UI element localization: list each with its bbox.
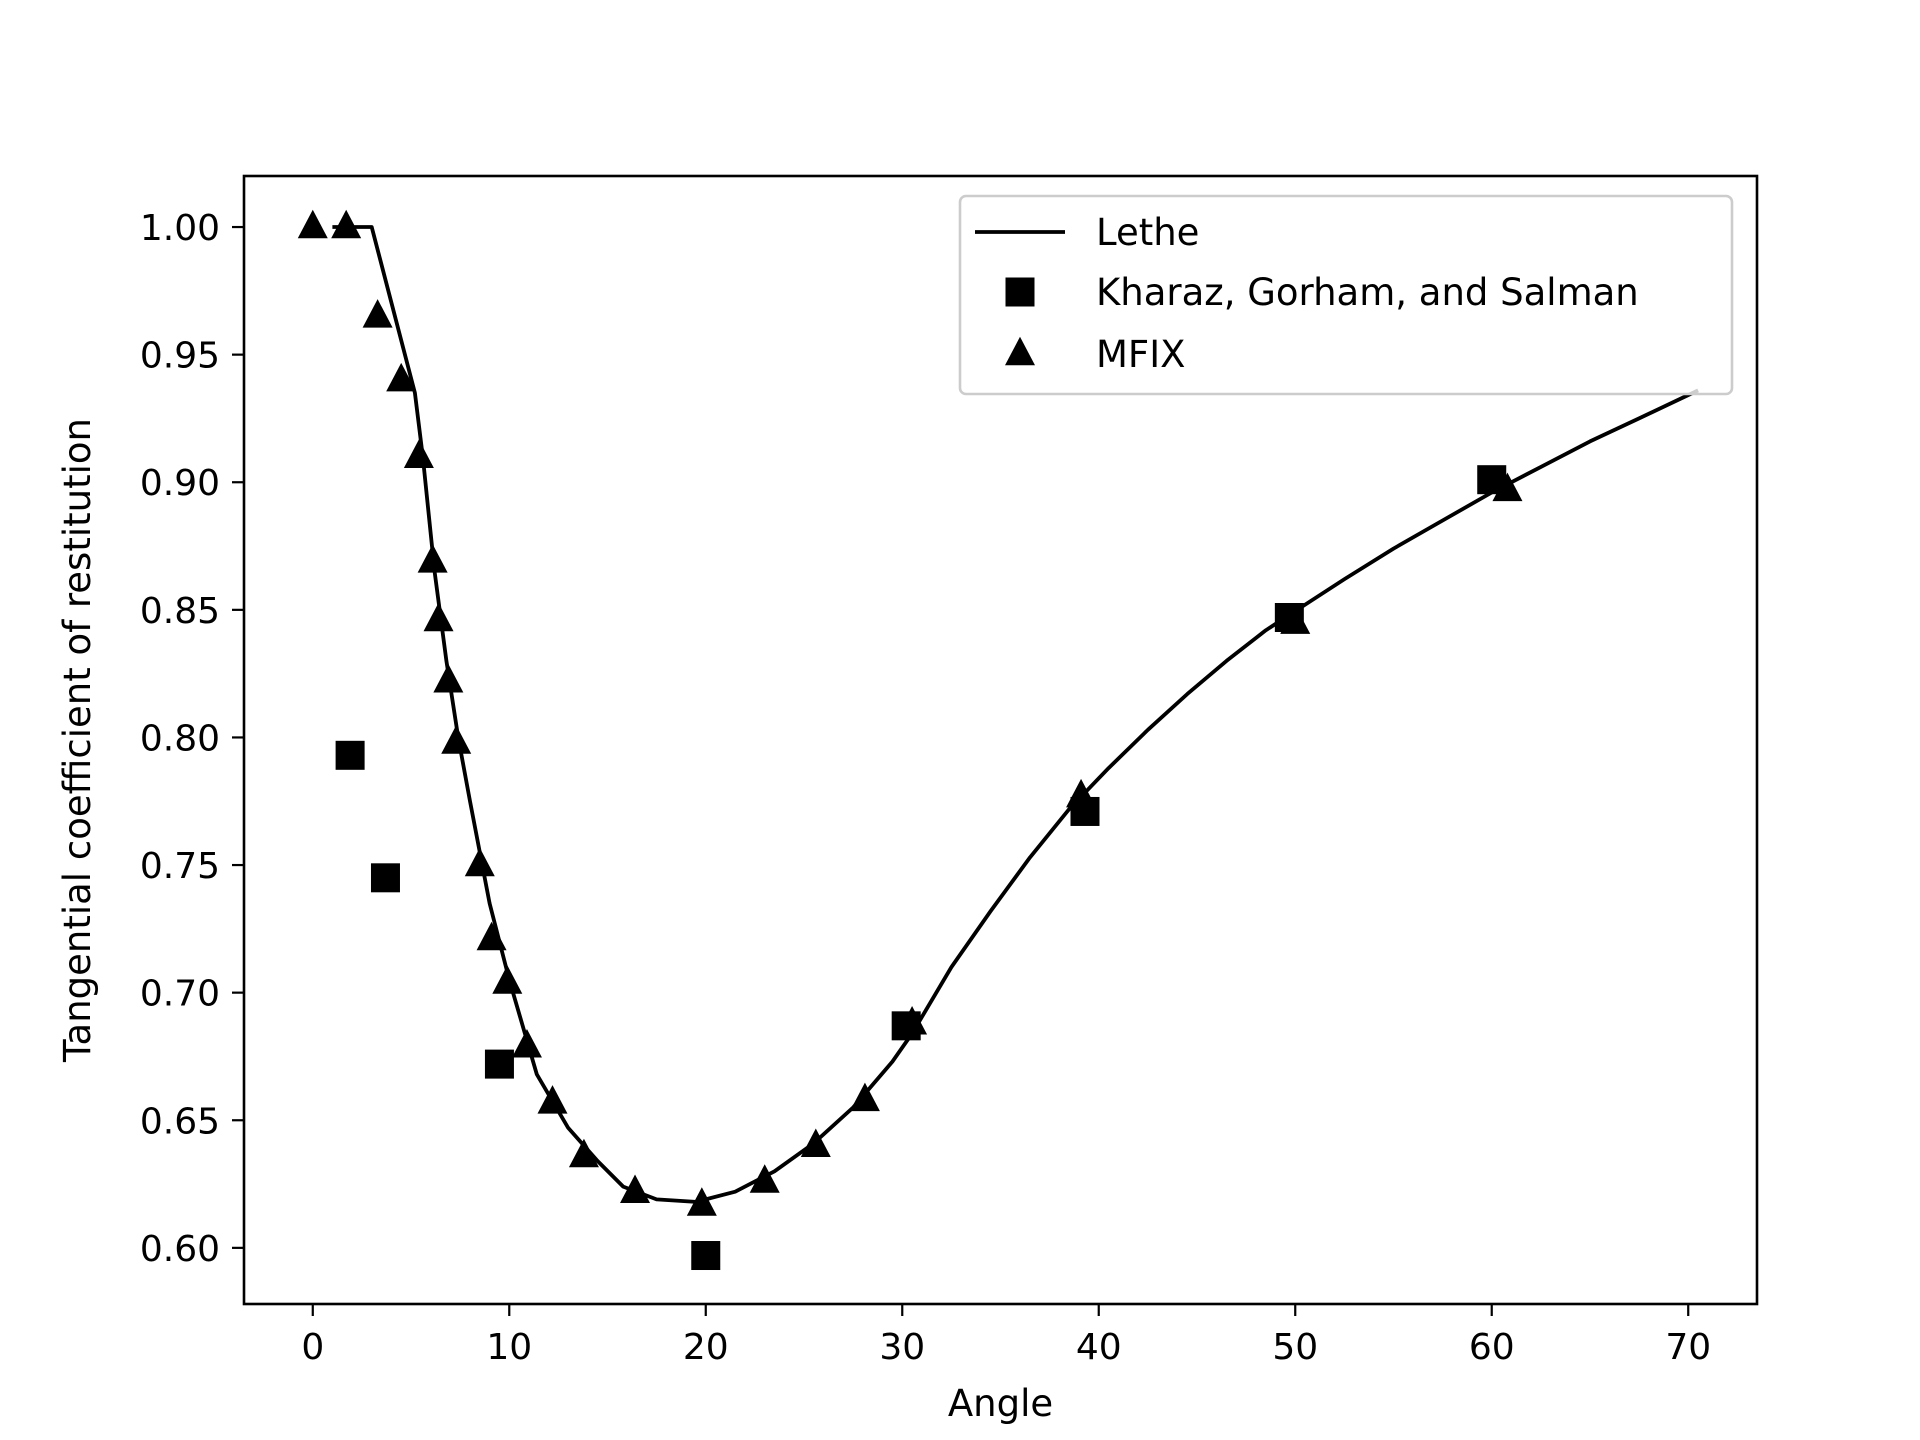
legend-square-swatch [1005, 277, 1035, 307]
mfix-point [386, 362, 417, 392]
kharaz-point [484, 1049, 514, 1079]
legend-item: Lethe [975, 211, 1199, 254]
mfix-point [331, 209, 362, 239]
mfix-point [511, 1028, 542, 1058]
mfix-point [537, 1085, 568, 1114]
x-tick-label: 0 [301, 1327, 324, 1368]
lethe-line [332, 225, 1699, 1204]
x-tick-label: 70 [1665, 1327, 1711, 1368]
legend-item: MFIX [1005, 333, 1185, 376]
y-tick-label: 0.65 [140, 1101, 220, 1142]
x-tick-label: 50 [1272, 1327, 1318, 1368]
mfix-point [492, 965, 523, 994]
mfix-point [1066, 778, 1097, 808]
x-tick-label: 30 [879, 1327, 925, 1368]
ticks-layer: 0 10 20 30 40 50 60 70 0.60 0.65 0.70 0.75 0.80 0.85 0… [140, 208, 1711, 1368]
mfix-point [297, 209, 328, 239]
mfix-point [1492, 472, 1523, 502]
x-tick-label: 10 [486, 1327, 532, 1368]
legend-label: Lethe [1096, 211, 1199, 254]
y-tick-label: 0.90 [140, 463, 220, 504]
legend: Lethe Kharaz, Gorham, and Salman MFIX [958, 194, 1734, 396]
x-tick-label: 40 [1076, 1327, 1122, 1368]
series-triangle [297, 209, 1523, 1216]
mfix-point [1280, 605, 1311, 634]
legend-triangle-swatch [1005, 336, 1035, 366]
y-tick-label: 0.60 [140, 1229, 220, 1270]
mfix-point [897, 1006, 928, 1035]
mfix-point [403, 439, 434, 468]
kharaz-point [370, 863, 400, 893]
mfix-point [568, 1138, 599, 1168]
x-axis-label: Angle [948, 1382, 1053, 1425]
series-line [332, 225, 1699, 1204]
mfix-point [620, 1174, 651, 1203]
mfix-point [362, 299, 393, 328]
mfix-point [849, 1082, 880, 1112]
mfix-point [423, 602, 454, 632]
legend-box [958, 194, 1734, 396]
mfix-point [686, 1187, 717, 1216]
mfix-point [441, 725, 472, 754]
mfix-point [464, 847, 495, 877]
y-tick-label: 0.75 [140, 846, 220, 887]
mfix-point [800, 1128, 831, 1158]
y-axis-label: Tangential coefficient of restitution [56, 418, 99, 1063]
y-tick-label: 1.00 [140, 208, 220, 249]
y-tick-label: 0.95 [140, 336, 220, 377]
mfix-point [476, 921, 507, 951]
x-tick-label: 20 [683, 1327, 729, 1368]
axes-frame [242, 174, 1759, 1306]
mfix-point [749, 1164, 780, 1193]
kharaz-point [335, 740, 365, 770]
y-tick-label: 0.70 [140, 974, 220, 1015]
x-tick-label: 60 [1469, 1327, 1515, 1368]
series-layer [297, 209, 1699, 1271]
kharaz-point [691, 1241, 721, 1271]
mfix-point [417, 544, 448, 573]
legend-item: Kharaz, Gorham, and Salman [1005, 271, 1639, 314]
y-tick-label: 0.85 [140, 591, 220, 632]
y-tick-label: 0.80 [140, 718, 220, 759]
legend-label: MFIX [1096, 333, 1185, 376]
legend-label: Kharaz, Gorham, and Salman [1096, 271, 1639, 314]
mfix-point [433, 664, 464, 693]
